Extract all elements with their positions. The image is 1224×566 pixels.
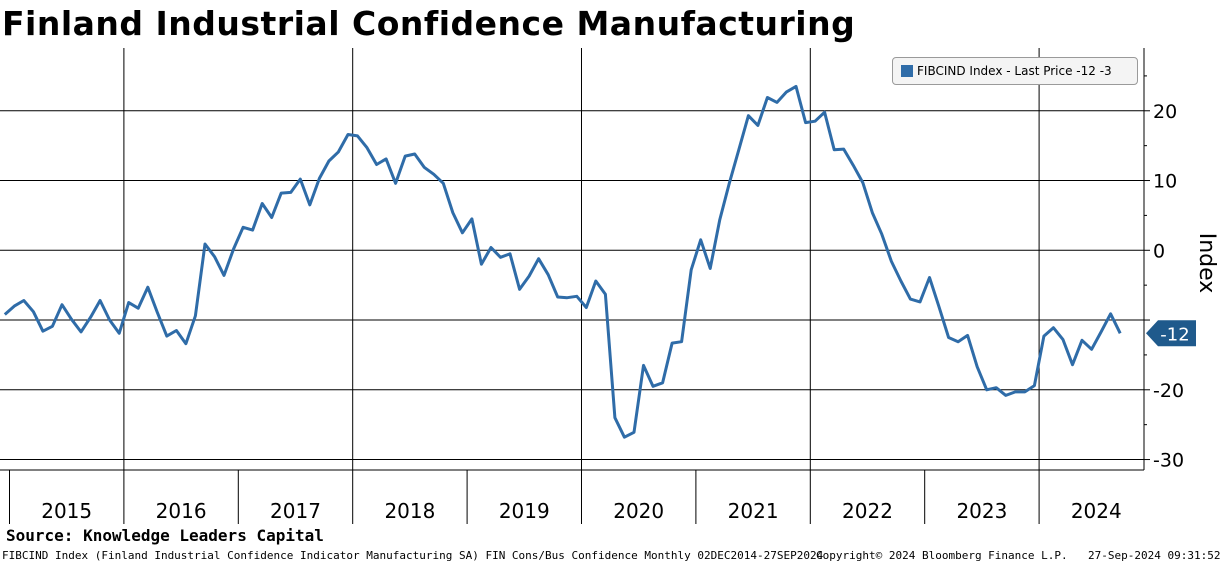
- y-tick-label: -20: [1153, 380, 1184, 402]
- x-tick-label: 2015: [41, 499, 92, 523]
- chart-legend: FIBCIND Index - Last Price -12 -3: [892, 57, 1138, 85]
- x-tick-label: 2022: [842, 499, 893, 523]
- footer-timestamp: 27-Sep-2024 09:31:52: [1088, 549, 1221, 562]
- y-tick-label: 10: [1153, 171, 1177, 193]
- x-tick-label: 2023: [956, 499, 1007, 523]
- x-tick-label: 2019: [499, 499, 550, 523]
- y-tick-label: 0: [1153, 240, 1165, 262]
- last-value-box: [1146, 320, 1196, 347]
- gridlines: [0, 48, 1144, 524]
- x-tick-label: 2024: [1071, 499, 1122, 523]
- y-tick-label: 20: [1153, 101, 1177, 123]
- x-tick-label: 2021: [728, 499, 779, 523]
- x-tick-label: 2020: [613, 499, 664, 523]
- last-value-text: -12: [1160, 324, 1189, 345]
- series-layer: [3, 84, 1122, 439]
- y-tick-labels: -30 -20 0 10 20: [1153, 101, 1184, 472]
- series-line: [3, 84, 1122, 439]
- x-tick-label: 2018: [384, 499, 435, 523]
- x-tick-labels: 2015 2016 2017 2018 2019 2020 2021 2022 2023 2024: [41, 499, 1122, 523]
- axis-lines: [0, 48, 1150, 524]
- y-tick-label: -30: [1153, 450, 1184, 472]
- y-axis-label: Index: [1194, 233, 1219, 294]
- x-tick-label: 2017: [270, 499, 321, 523]
- footer-copyright: Copyright© 2024 Bloomberg Finance L.P.: [816, 549, 1068, 562]
- legend-label: FIBCIND Index - Last Price -12 -3: [917, 64, 1112, 78]
- footer-description: FIBCIND Index (Finland Industrial Confid…: [2, 549, 824, 562]
- x-tick-label: 2016: [156, 499, 207, 523]
- legend-swatch: [901, 65, 913, 77]
- source-note: Source: Knowledge Leaders Capital: [6, 526, 324, 545]
- last-value-marker: -12: [1146, 320, 1196, 347]
- chart-title: Finland Industrial Confidence Manufactur…: [2, 4, 856, 43]
